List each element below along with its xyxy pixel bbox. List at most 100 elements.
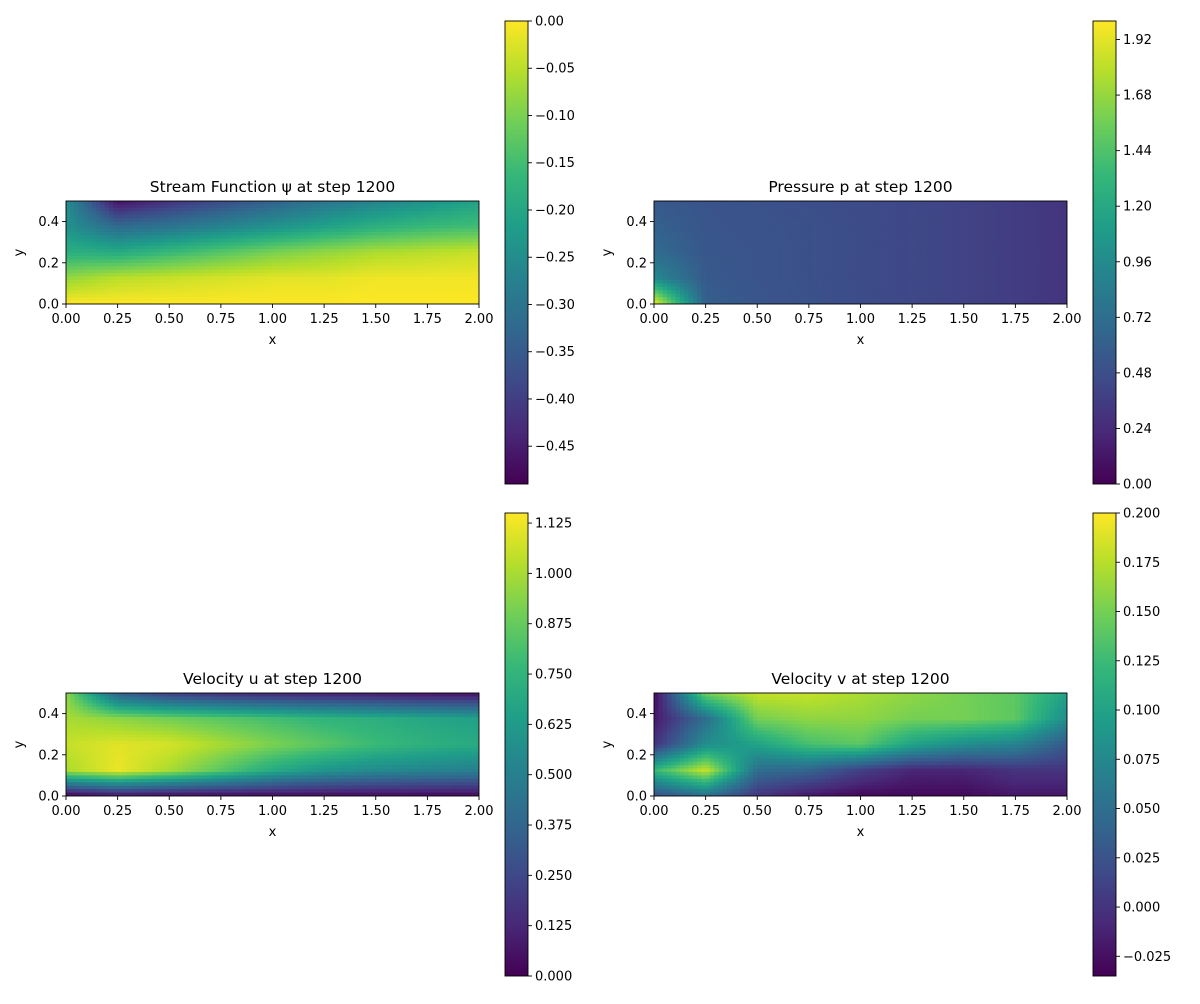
heatmap-cell xyxy=(208,263,213,267)
heatmap-cell xyxy=(242,246,247,250)
heatmap-cell xyxy=(436,277,441,281)
heatmap-cell xyxy=(774,253,779,257)
heatmap-cell xyxy=(882,201,887,205)
heatmap-cell xyxy=(273,204,278,208)
heatmap-cell xyxy=(367,280,372,284)
heatmap-cell xyxy=(195,280,200,284)
heatmap-cell xyxy=(800,246,805,250)
heatmap-cell xyxy=(663,259,668,263)
heatmap-cell xyxy=(783,246,788,250)
heatmap-cell xyxy=(100,297,105,301)
heatmap-cell xyxy=(66,239,71,243)
heatmap-cell xyxy=(787,228,792,232)
heatmap-cell xyxy=(719,256,724,260)
heatmap-cell xyxy=(225,235,230,239)
heatmap-cell xyxy=(414,218,419,222)
heatmap-cell xyxy=(1024,256,1029,260)
heatmap-cell xyxy=(414,253,419,257)
heatmap-cell xyxy=(402,273,407,277)
heatmap-cell xyxy=(968,249,973,253)
heatmap-cell xyxy=(88,225,93,229)
heatmap-cell xyxy=(221,225,226,229)
heatmap-cell xyxy=(440,277,445,281)
heatmap-cell xyxy=(346,211,351,215)
heatmap-cell xyxy=(1050,215,1055,219)
heatmap-cell xyxy=(440,211,445,215)
heatmap-cell xyxy=(333,290,338,294)
heatmap-cell xyxy=(320,270,325,274)
heatmap-cell xyxy=(242,287,247,291)
heatmap-cell xyxy=(998,235,1003,239)
heatmap-cell xyxy=(328,246,333,250)
heatmap-cell xyxy=(247,235,252,239)
heatmap-cell xyxy=(869,256,874,260)
heatmap-cell xyxy=(221,297,226,301)
heatmap-cell xyxy=(346,208,351,212)
heatmap-cell xyxy=(1020,218,1025,222)
heatmap-cell xyxy=(75,277,80,281)
heatmap-cell xyxy=(204,263,209,267)
heatmap-cell xyxy=(688,204,693,208)
heatmap-cell xyxy=(384,235,389,239)
heatmap-cell xyxy=(462,259,467,263)
heatmap-cell xyxy=(161,290,166,294)
heatmap-cell xyxy=(303,294,308,298)
heatmap-cell xyxy=(182,242,187,246)
heatmap-cell xyxy=(118,283,123,287)
heatmap-cell xyxy=(96,225,101,229)
heatmap-cell xyxy=(294,253,299,257)
heatmap-cell xyxy=(964,235,969,239)
heatmap-cell xyxy=(688,256,693,260)
heatmap-cell xyxy=(774,249,779,253)
heatmap-cell xyxy=(1024,218,1029,222)
heatmap-cell xyxy=(264,242,269,246)
heatmap-cell xyxy=(929,215,934,219)
heatmap-cell xyxy=(873,259,878,263)
heatmap-cell xyxy=(389,246,394,250)
heatmap-cell xyxy=(445,204,450,208)
heatmap-cell xyxy=(727,242,732,246)
heatmap-cell xyxy=(453,218,458,222)
heatmap-cell xyxy=(88,273,93,277)
heatmap-cell xyxy=(255,266,260,270)
heatmap-cell xyxy=(688,246,693,250)
heatmap-cell xyxy=(247,249,252,253)
heatmap-cell xyxy=(1058,256,1063,260)
heatmap-cell xyxy=(221,228,226,232)
heatmap-cell xyxy=(470,287,475,291)
heatmap-cell xyxy=(320,204,325,208)
heatmap-cell xyxy=(934,232,939,236)
heatmap-cell xyxy=(843,259,848,263)
heatmap-cell xyxy=(251,277,256,281)
heatmap-cell xyxy=(466,249,471,253)
heatmap-cell xyxy=(419,280,424,284)
heatmap-cell xyxy=(195,242,200,246)
heatmap-cell xyxy=(727,222,732,226)
heatmap-cell xyxy=(294,294,299,298)
heatmap-cell xyxy=(100,249,105,253)
heatmap-cell xyxy=(277,290,282,294)
heatmap-cell xyxy=(457,287,462,291)
heatmap-cell xyxy=(100,246,105,250)
heatmap-cell xyxy=(462,225,467,229)
heatmap-cell xyxy=(178,232,183,236)
heatmap-cell xyxy=(316,266,321,270)
heatmap-cell xyxy=(100,280,105,284)
heatmap-cell xyxy=(774,266,779,270)
y-tick-label: 0.0 xyxy=(38,298,59,313)
heatmap-cell xyxy=(350,287,355,291)
heatmap-cell xyxy=(165,222,170,226)
heatmap-cell xyxy=(908,239,913,243)
heatmap-cell xyxy=(393,228,398,232)
heatmap-cell xyxy=(152,222,157,226)
heatmap-cell xyxy=(848,215,853,219)
heatmap-cell xyxy=(414,297,419,301)
heatmap-cell xyxy=(925,256,930,260)
heatmap-cell xyxy=(105,266,110,270)
heatmap-cell xyxy=(466,228,471,232)
heatmap-cell xyxy=(143,253,148,257)
heatmap-cell xyxy=(100,218,105,222)
heatmap-cell xyxy=(462,215,467,219)
heatmap-cell xyxy=(199,204,204,208)
heatmap-cell xyxy=(774,215,779,219)
